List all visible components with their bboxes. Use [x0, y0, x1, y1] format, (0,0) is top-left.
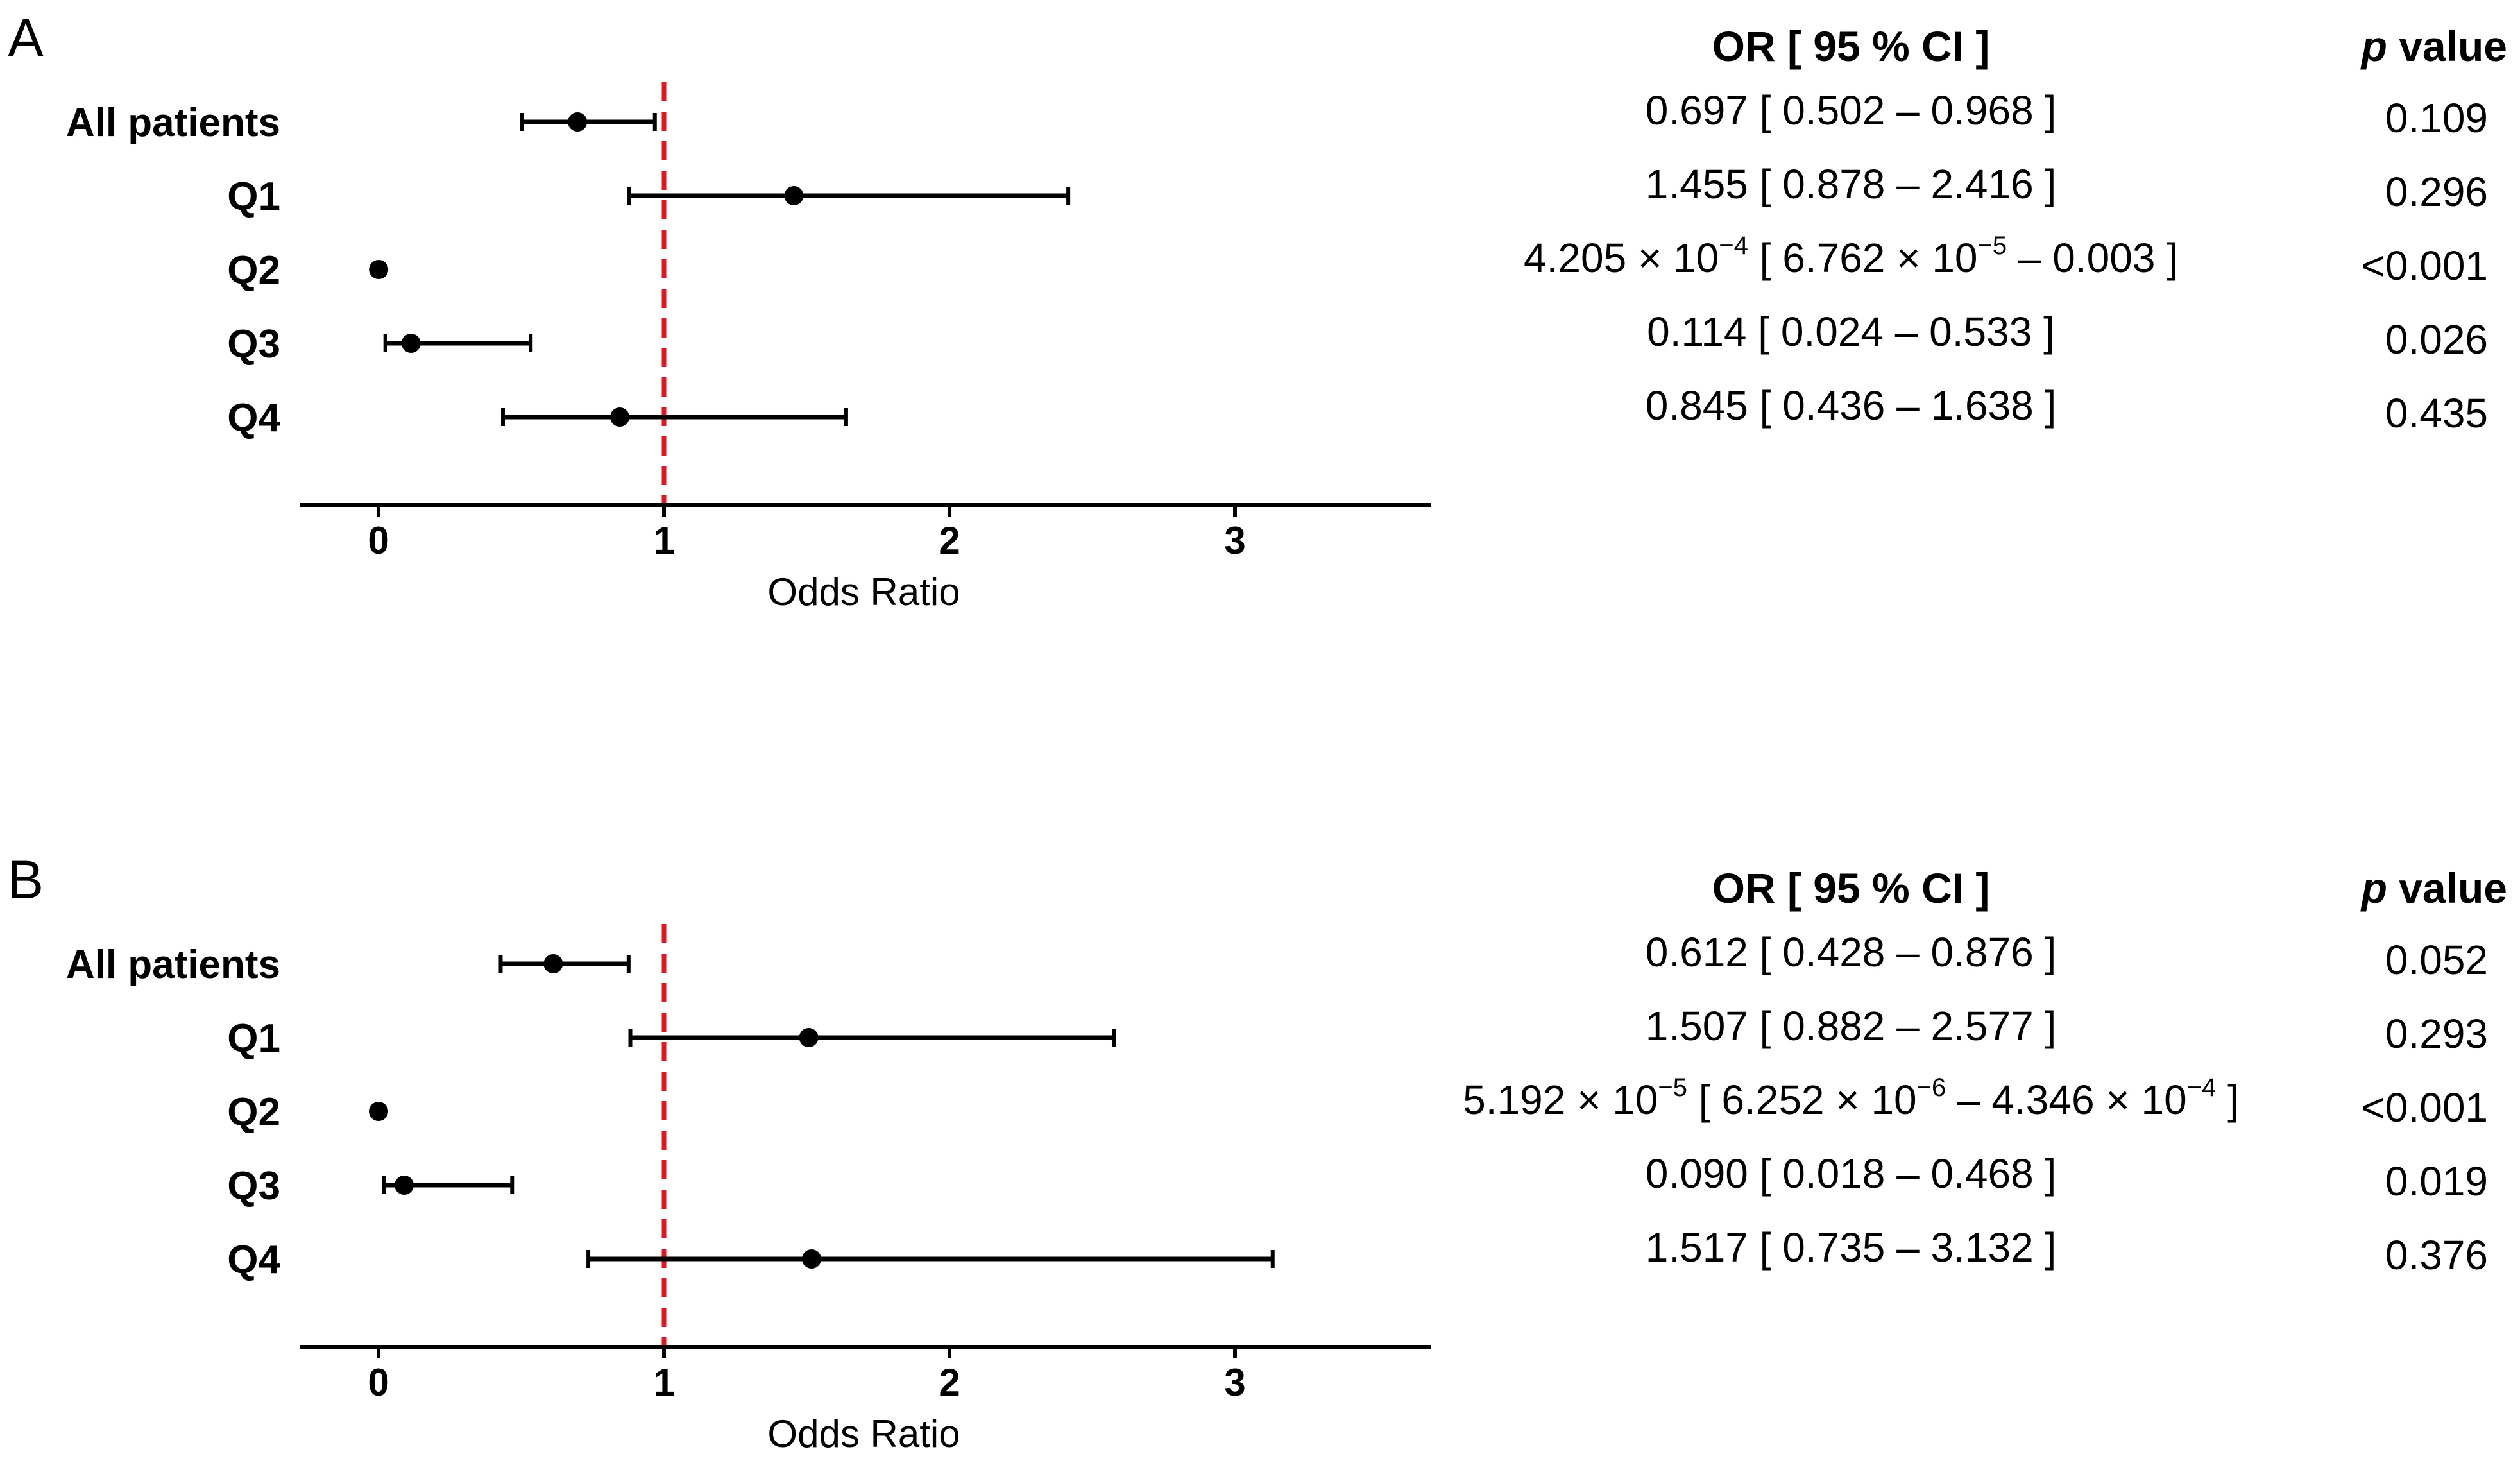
or-ci-text: 0.114 [ 0.024 – 0.533 ]	[1647, 309, 2055, 355]
or-ci-text: 0.090 [ 0.018 – 0.468 ]	[1646, 1151, 2057, 1197]
p-value-header: p value	[2360, 864, 2507, 912]
or-point	[401, 334, 421, 353]
p-value: 0.019	[2385, 1158, 2488, 1204]
or-point	[799, 1028, 819, 1047]
x-tick-label: 1	[653, 1361, 674, 1404]
or-point	[568, 112, 588, 132]
panel-a: A OR [ 95 % CI ] p value All patients 0.697 …	[8, 8, 2507, 613]
x-tick-label: 0	[368, 519, 389, 562]
p-value: 0.376	[2385, 1232, 2488, 1278]
panel-label: A	[8, 8, 44, 68]
or-ci-text: 1.517 [ 0.735 – 3.132 ]	[1646, 1224, 2057, 1270]
x-tick-label: 0	[368, 1361, 389, 1404]
x-tick-label: 3	[1224, 519, 1245, 562]
or-ci-text: 0.697 [ 0.502 – 0.968 ]	[1646, 87, 2057, 133]
p-value-header: p value	[2360, 22, 2507, 70]
x-axis-title: Odds Ratio	[767, 1412, 960, 1455]
x-tick-label: 2	[939, 1361, 960, 1404]
panel-label: B	[8, 850, 44, 910]
row-label: Q2	[227, 1090, 280, 1134]
or-ci-text: 1.507 [ 0.882 – 2.577 ]	[1646, 1003, 2057, 1049]
row-label: Q4	[227, 396, 280, 440]
or-point	[610, 407, 630, 427]
row-label: Q4	[227, 1238, 280, 1282]
or-point	[369, 260, 389, 279]
or-point	[395, 1176, 414, 1195]
x-tick-label: 3	[1224, 1361, 1245, 1404]
p-value: 0.052	[2385, 937, 2488, 983]
or-ci-text: 0.845 [ 0.436 – 1.638 ]	[1646, 382, 2057, 429]
or-point	[369, 1102, 389, 1121]
p-value: <0.001	[2361, 1084, 2488, 1131]
or-ci-header: OR [ 95 % CI ]	[1712, 22, 1990, 70]
p-value: 0.296	[2385, 169, 2488, 215]
x-tick-label: 2	[939, 519, 960, 562]
row-label: Q3	[227, 322, 280, 366]
row-label: All patients	[66, 943, 280, 987]
p-value: 0.293	[2385, 1011, 2488, 1057]
row-label: Q1	[227, 1016, 280, 1061]
or-ci-text: 5.192 × 10−5 [ 6.252 × 10−6 – 4.346 × 10…	[1463, 1074, 2239, 1123]
x-tick-label: 1	[653, 519, 674, 562]
or-ci-header: OR [ 95 % CI ]	[1712, 864, 1990, 912]
p-value: 0.026	[2385, 316, 2488, 363]
or-point	[543, 954, 563, 973]
p-value: 0.109	[2385, 95, 2488, 141]
or-ci-text: 4.205 × 10−4 [ 6.762 × 10−5 – 0.003 ]	[1524, 232, 2178, 281]
row-label: Q1	[227, 175, 280, 219]
p-value: <0.001	[2361, 243, 2488, 289]
row-label: All patients	[66, 101, 280, 145]
or-point	[784, 186, 804, 205]
p-value: 0.435	[2385, 390, 2488, 436]
x-axis-title: Odds Ratio	[767, 570, 960, 613]
row-label: Q3	[227, 1164, 280, 1208]
panel-b: B OR [ 95 % CI ] p value All patients 0.612 …	[8, 850, 2507, 1455]
or-ci-text: 0.612 [ 0.428 – 0.876 ]	[1646, 929, 2057, 975]
row-label: Q2	[227, 248, 280, 293]
or-point	[802, 1249, 822, 1269]
or-ci-text: 1.455 [ 0.878 – 2.416 ]	[1646, 161, 2057, 207]
